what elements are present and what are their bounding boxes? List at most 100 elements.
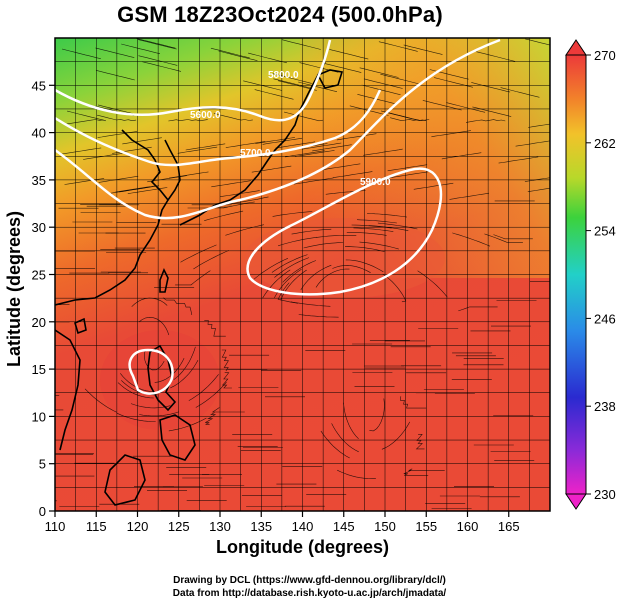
streamline — [369, 398, 385, 432]
x-axis: 110 115 120 125 130 135 140 145 150 155 160 165 — [45, 511, 520, 534]
y-tick-label: 40 — [32, 126, 46, 141]
streamline — [168, 417, 207, 432]
streamline — [290, 301, 331, 307]
coast-indochina — [55, 329, 81, 451]
contour-label-5800: 5800.0 — [268, 70, 299, 81]
streamline — [346, 232, 387, 236]
x-tick-label: 165 — [498, 519, 520, 534]
contour-label-5600: 5600.0 — [190, 110, 221, 121]
streamline — [117, 382, 154, 399]
streamline — [356, 219, 397, 224]
streamline — [336, 133, 377, 141]
streamline — [515, 140, 550, 147]
streamline — [63, 119, 104, 125]
streamline — [446, 102, 486, 113]
streamline — [229, 196, 269, 204]
x-tick-label: 115 — [86, 519, 107, 534]
coast-borneo — [104, 454, 146, 506]
colorbar-tick-label: 270 — [594, 48, 616, 63]
coast-china — [55, 129, 169, 306]
colorbar-tick-label: 262 — [594, 136, 616, 151]
streamline — [251, 165, 292, 173]
streamline — [177, 146, 218, 154]
streamline — [400, 396, 427, 409]
streamline — [434, 77, 473, 88]
streamline — [168, 171, 209, 179]
x-tick-label: 130 — [209, 519, 231, 534]
streamline — [119, 185, 159, 193]
streamline — [298, 314, 339, 318]
x-tick-label: 110 — [45, 519, 66, 534]
streamline — [472, 106, 512, 117]
streamline — [408, 468, 445, 471]
colorbar-tick-label: 246 — [594, 311, 616, 326]
credit-drawing: Drawing by DCL (https://www.gfd-dennou.o… — [173, 575, 446, 586]
contour-5900-typhoon — [128, 348, 174, 395]
streamline — [300, 264, 332, 291]
x-tick-label: 150 — [374, 519, 396, 534]
warm-core — [100, 330, 220, 430]
streamline — [363, 78, 403, 89]
streamline — [367, 213, 407, 218]
streamline — [345, 259, 384, 273]
streamline — [415, 434, 425, 450]
streamline — [210, 47, 250, 59]
streamline — [193, 250, 229, 270]
streamline — [422, 100, 462, 111]
streamline — [95, 70, 135, 81]
streamline — [458, 306, 498, 312]
streamline — [353, 227, 394, 232]
contour-label-group: 5600.0 5700.0 5800.0 5900.0 — [190, 70, 391, 188]
streamline — [204, 210, 244, 221]
streamline — [142, 61, 182, 72]
streamline — [221, 372, 232, 389]
streamline — [403, 44, 443, 55]
coast-korea — [164, 139, 181, 201]
streamline — [121, 43, 161, 54]
streamline — [67, 110, 106, 122]
streamline — [493, 234, 533, 240]
contour-5800 — [55, 38, 501, 220]
streamline — [188, 374, 219, 401]
streamline — [97, 114, 137, 122]
streamline — [98, 175, 139, 183]
streamline — [449, 192, 490, 200]
contour-label-5700: 5700.0 — [240, 148, 271, 159]
streamline — [262, 269, 291, 299]
streamline — [248, 52, 287, 64]
streamline — [162, 297, 193, 315]
streamline — [221, 349, 229, 372]
streamline — [382, 273, 407, 303]
y-tick-label: 15 — [32, 362, 46, 377]
streamline — [465, 119, 506, 123]
streamline — [213, 113, 253, 121]
streamline — [359, 241, 399, 250]
streamline — [363, 148, 403, 156]
streamline — [138, 316, 170, 336]
streamline — [527, 187, 550, 192]
streamline — [280, 269, 307, 300]
streamline — [84, 388, 118, 413]
streamline — [168, 119, 208, 122]
colorbar-gradient — [565, 54, 587, 495]
streamline — [524, 177, 550, 182]
streamline — [359, 67, 399, 78]
streamline — [343, 402, 359, 440]
x-tick-label: 145 — [333, 519, 355, 534]
streamline — [388, 171, 429, 179]
streamline — [136, 38, 176, 49]
colorbar-tick-label: 254 — [594, 224, 616, 239]
colorbar-top-arrow — [565, 39, 587, 56]
streamline — [225, 224, 264, 236]
streamline — [329, 49, 369, 60]
streamline — [120, 373, 155, 392]
streamline — [262, 137, 303, 145]
chart-title: GSM 18Z23Oct2024 (500.0hPa) — [117, 2, 443, 27]
streamline — [452, 232, 491, 247]
coast-hokkaido — [316, 69, 344, 89]
streamline — [211, 407, 245, 413]
y-tick-label: 25 — [32, 268, 46, 283]
x-axis-title: Longitude (degrees) — [215, 537, 389, 557]
streamline — [215, 201, 255, 208]
y-tick-label: 45 — [32, 78, 46, 93]
